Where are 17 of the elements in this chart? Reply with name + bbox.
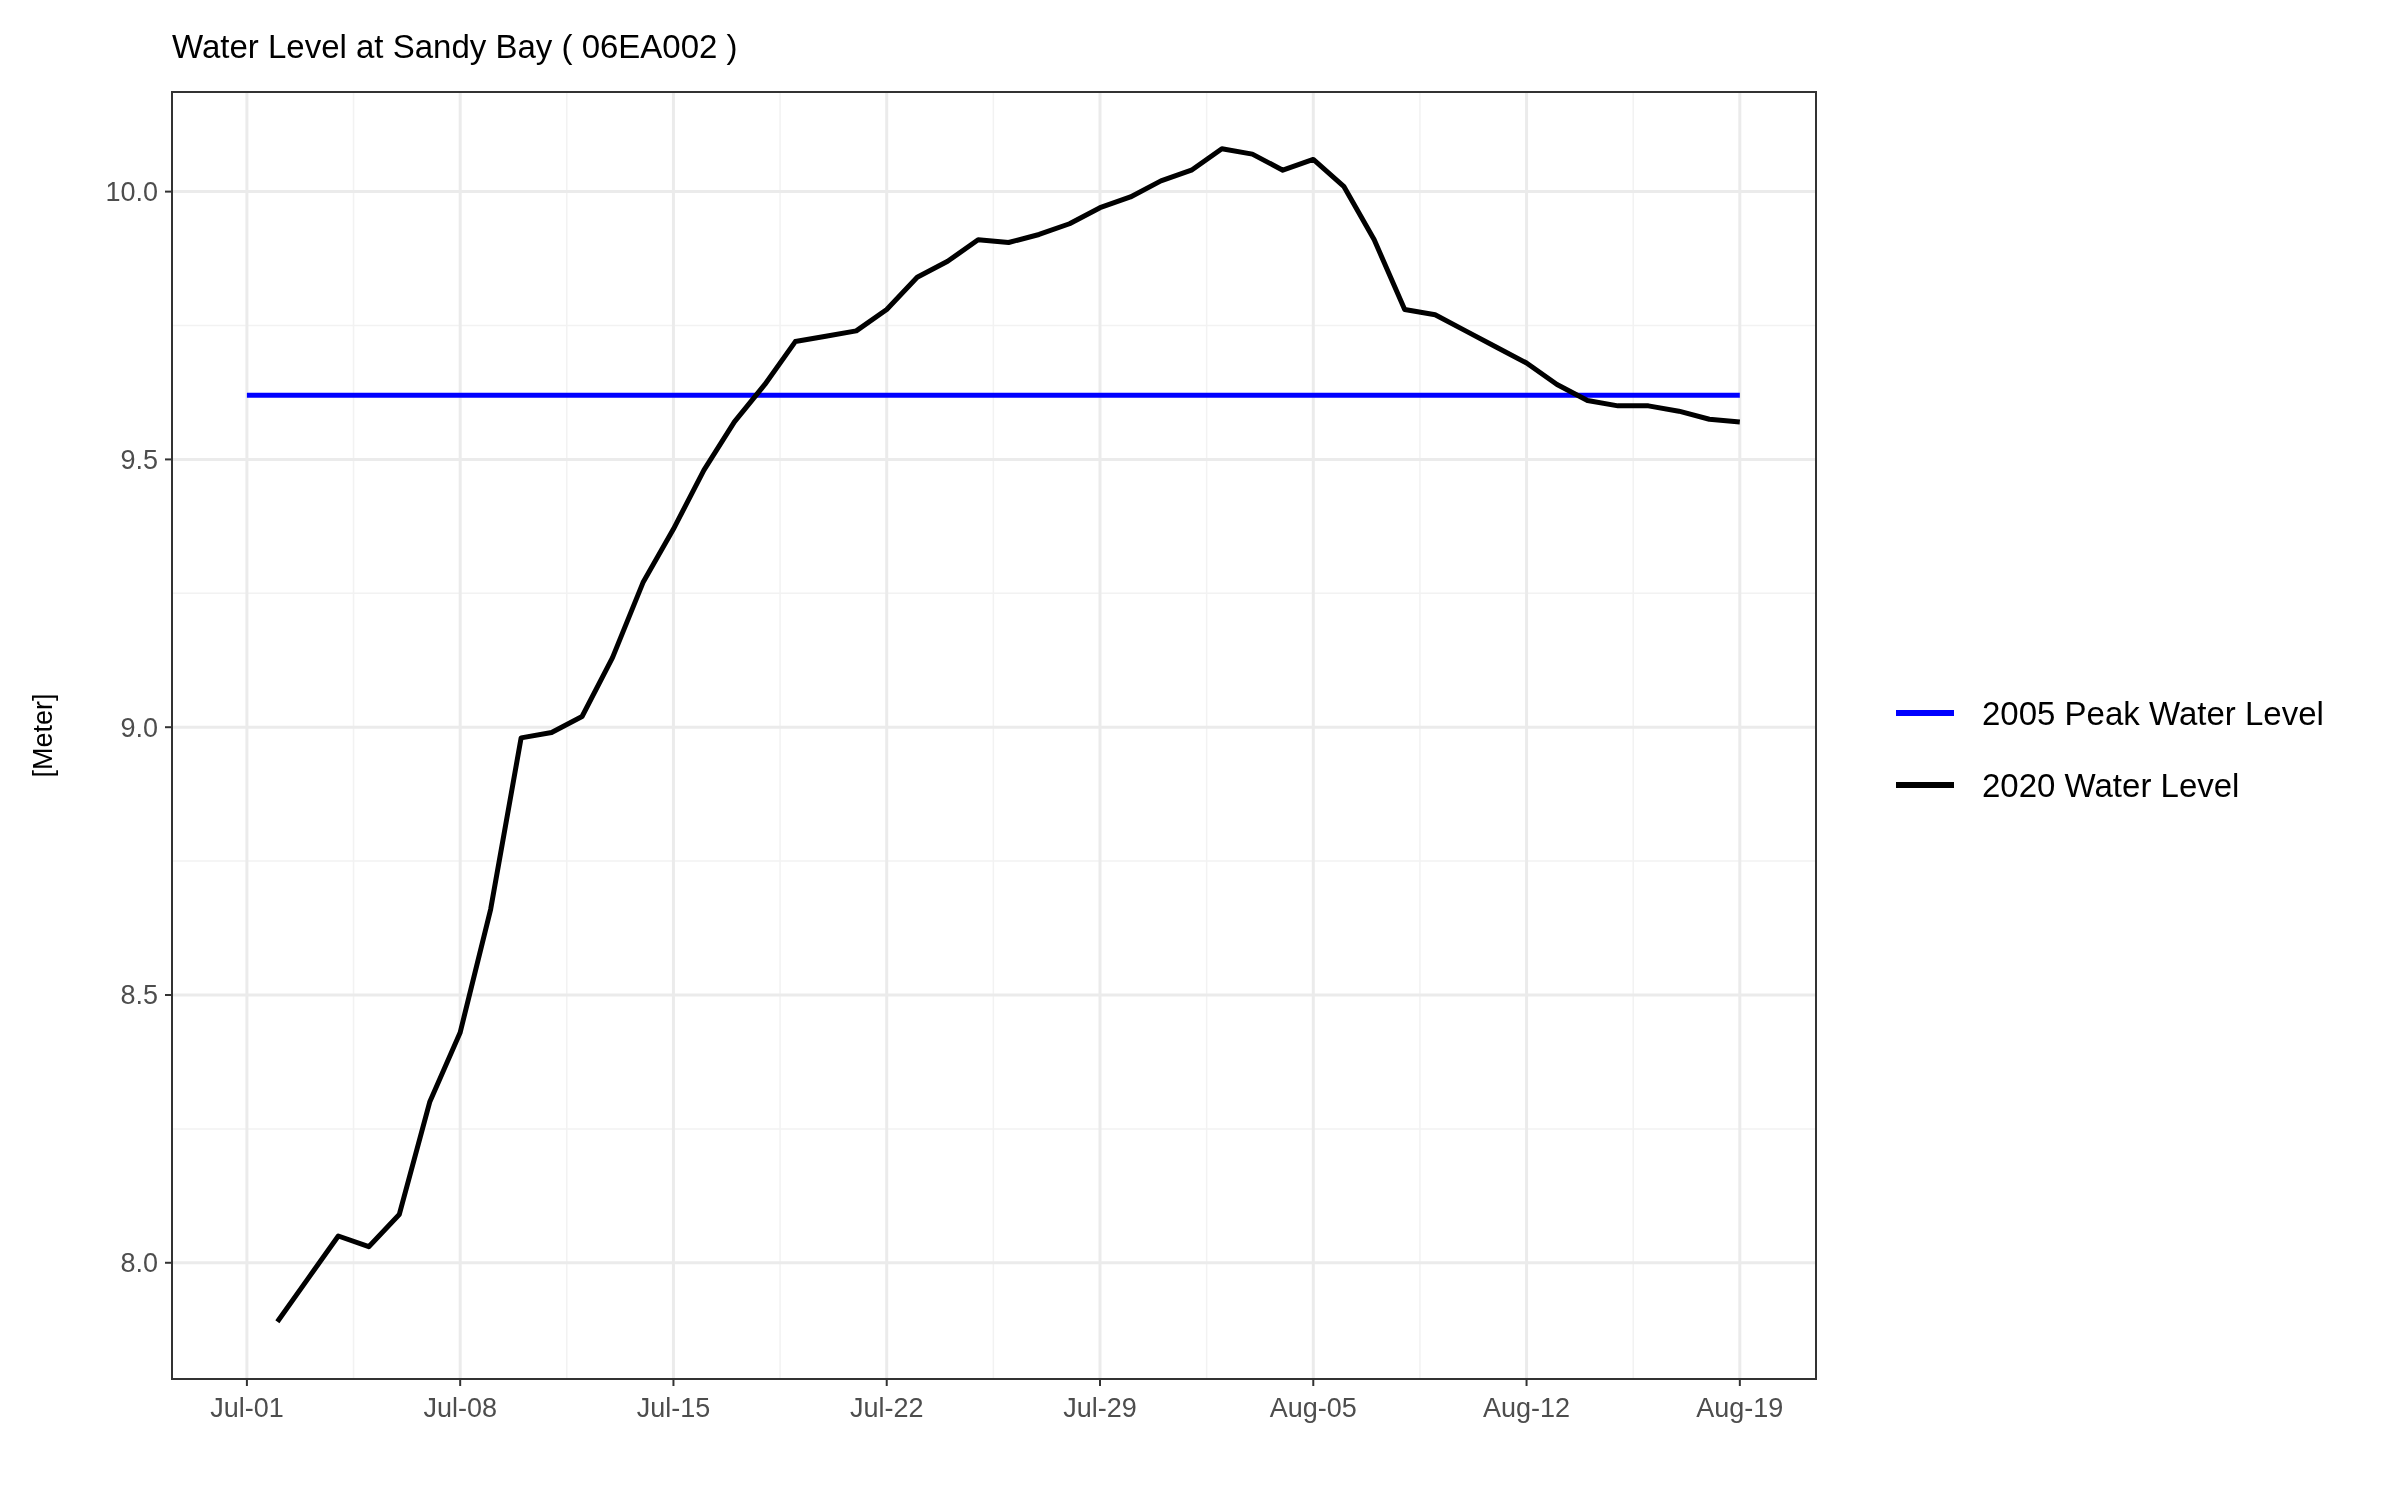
y-tick-label: 9.5 <box>120 444 158 475</box>
x-tick-label: Jul-15 <box>636 1393 711 1423</box>
x-tick-label: Aug-12 <box>1483 1393 1571 1423</box>
y-tick-label: 10.0 <box>105 177 158 208</box>
legend-label: 2005 Peak Water Level <box>1982 694 2324 732</box>
y-tick-label: 8.5 <box>120 980 158 1011</box>
x-tick-label: Jul-22 <box>849 1393 924 1423</box>
x-tick-label: Jul-01 <box>210 1393 284 1423</box>
x-tick-label: Jul-08 <box>423 1393 497 1423</box>
x-tick-label: Aug-19 <box>1696 1393 1784 1423</box>
x-tick-label: Jul-29 <box>1063 1393 1137 1423</box>
y-tick-label: 8.0 <box>120 1248 158 1279</box>
x-tick-label: Aug-05 <box>1269 1393 1357 1423</box>
y-tick-label: 9.0 <box>120 712 158 743</box>
chart-title: Water Level at Sandy Bay ( 06EA002 ) <box>172 28 738 65</box>
legend-label: 2020 Water Level <box>1982 766 2240 804</box>
y-axis-title: [Meter] <box>28 693 58 778</box>
